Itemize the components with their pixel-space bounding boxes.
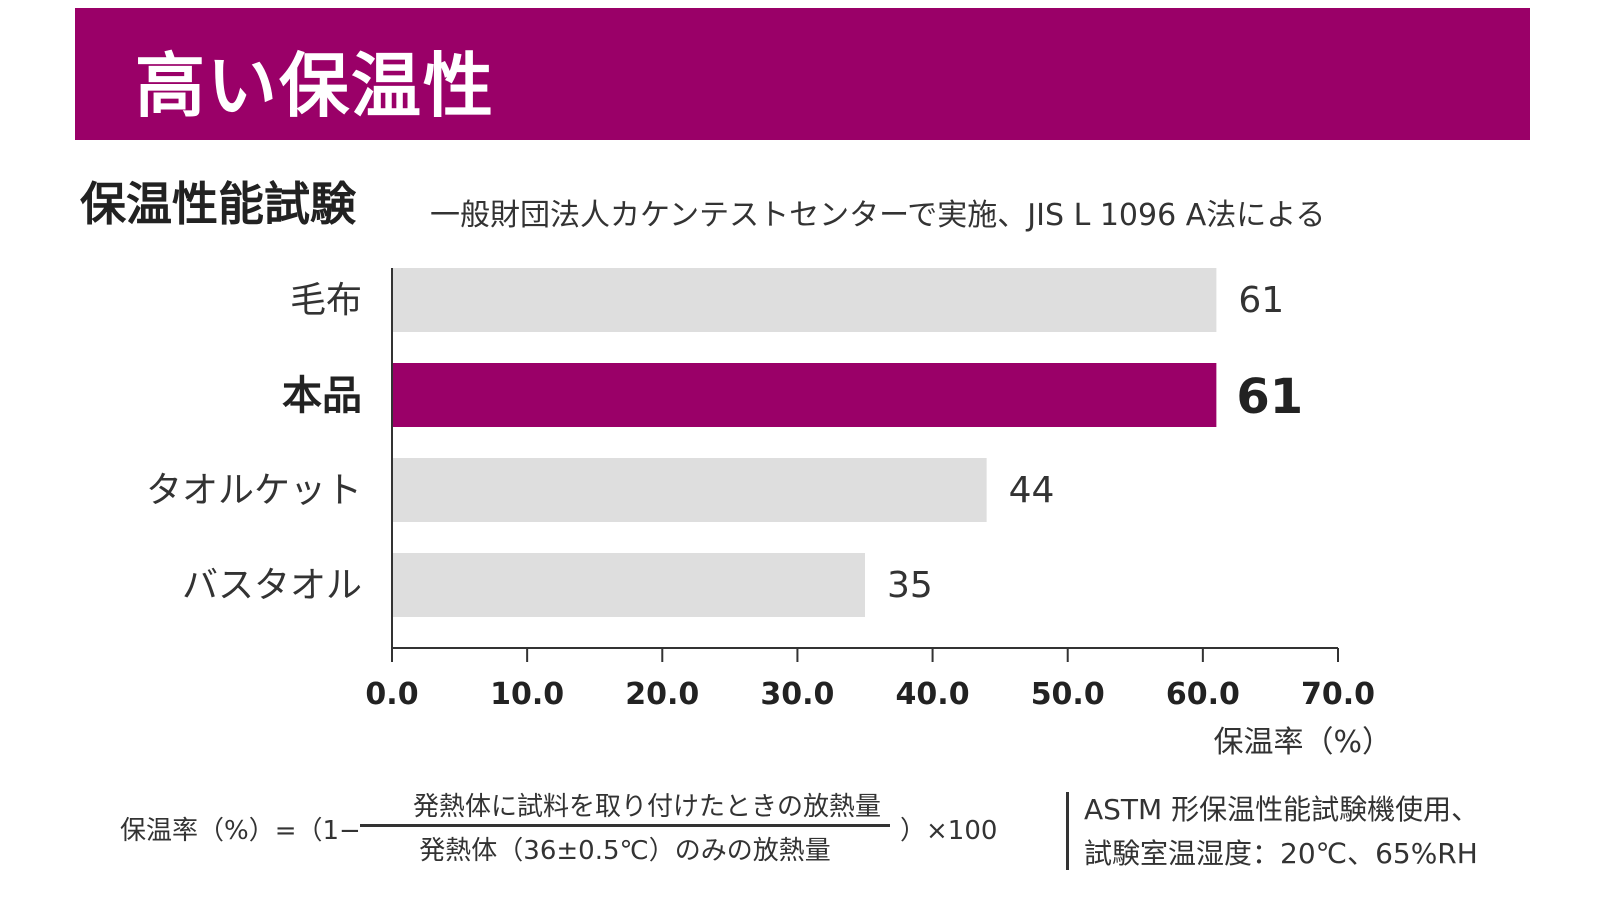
x-tick-label: 50.0 xyxy=(1031,677,1105,712)
note-line-1: ASTM 形保温性能試験機使用、 xyxy=(1084,793,1480,826)
fraction-bar xyxy=(360,824,890,827)
formula-numerator: 発熱体に試料を取り付けたときの放熱量 xyxy=(412,792,881,822)
x-tick-label: 60.0 xyxy=(1166,677,1240,712)
x-axis-title: 保温率（%） xyxy=(1213,725,1392,760)
formula: 保温率（%）=（1− 発熱体に試料を取り付けたときの放熱量 発熱体（36±0.5… xyxy=(120,786,1020,876)
x-tick-label: 30.0 xyxy=(760,677,834,712)
section-subtitle: 一般財団法人カケンテストセンターで実施、JIS L 1096 A法による xyxy=(430,198,1326,233)
banner-title: 高い保温性 xyxy=(135,45,495,127)
x-tick-label: 40.0 xyxy=(896,677,970,712)
formula-denominator: 発熱体（36±0.5℃）のみの放熱量 xyxy=(419,836,831,866)
formula-rhs: ）×100 xyxy=(900,816,998,846)
category-label: 毛布 xyxy=(290,280,362,321)
x-tick-label: 70.0 xyxy=(1301,677,1375,712)
bar xyxy=(392,268,1217,332)
category-label: バスタオル xyxy=(182,565,362,606)
value-label: 44 xyxy=(1009,470,1055,511)
note-divider xyxy=(1066,792,1069,870)
bar-chart: 毛布 61 本品 61 タオルケット 44 バスタオル 35 0.0 10.0 20.0 30.0 40… xyxy=(146,268,1392,760)
bar xyxy=(392,458,987,522)
value-label: 35 xyxy=(887,565,933,606)
bar xyxy=(392,363,1217,427)
x-tick-label: 10.0 xyxy=(490,677,564,712)
title-banner: 高い保温性 xyxy=(75,8,1530,140)
bar xyxy=(392,553,865,617)
x-tick-label: 20.0 xyxy=(625,677,699,712)
category-label: タオルケット xyxy=(146,470,362,511)
value-label: 61 xyxy=(1236,369,1303,425)
category-label: 本品 xyxy=(282,373,362,419)
section-title: 保温性能試験 xyxy=(80,177,356,231)
formula-lhs: 保温率（%）=（1− xyxy=(120,816,361,846)
note-line-2: 試験室温湿度：20℃、65%RH xyxy=(1084,837,1478,870)
x-tick-label: 0.0 xyxy=(365,677,418,712)
value-label: 61 xyxy=(1238,280,1284,321)
